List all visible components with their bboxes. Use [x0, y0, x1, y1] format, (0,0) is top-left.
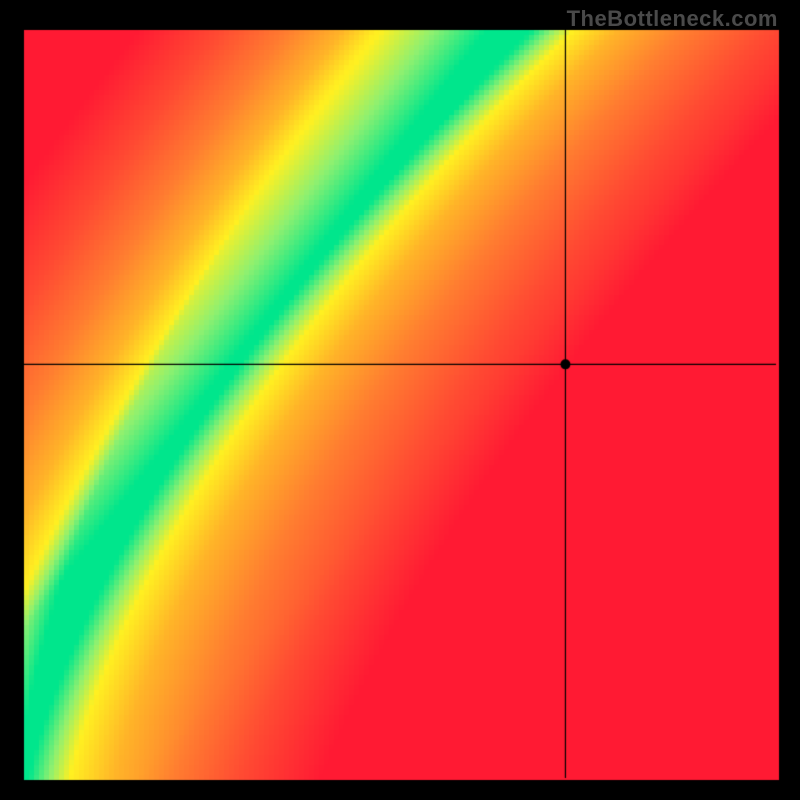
bottleneck-heatmap: [0, 0, 800, 800]
watermark-label: TheBottleneck.com: [567, 6, 778, 32]
chart-container: TheBottleneck.com: [0, 0, 800, 800]
